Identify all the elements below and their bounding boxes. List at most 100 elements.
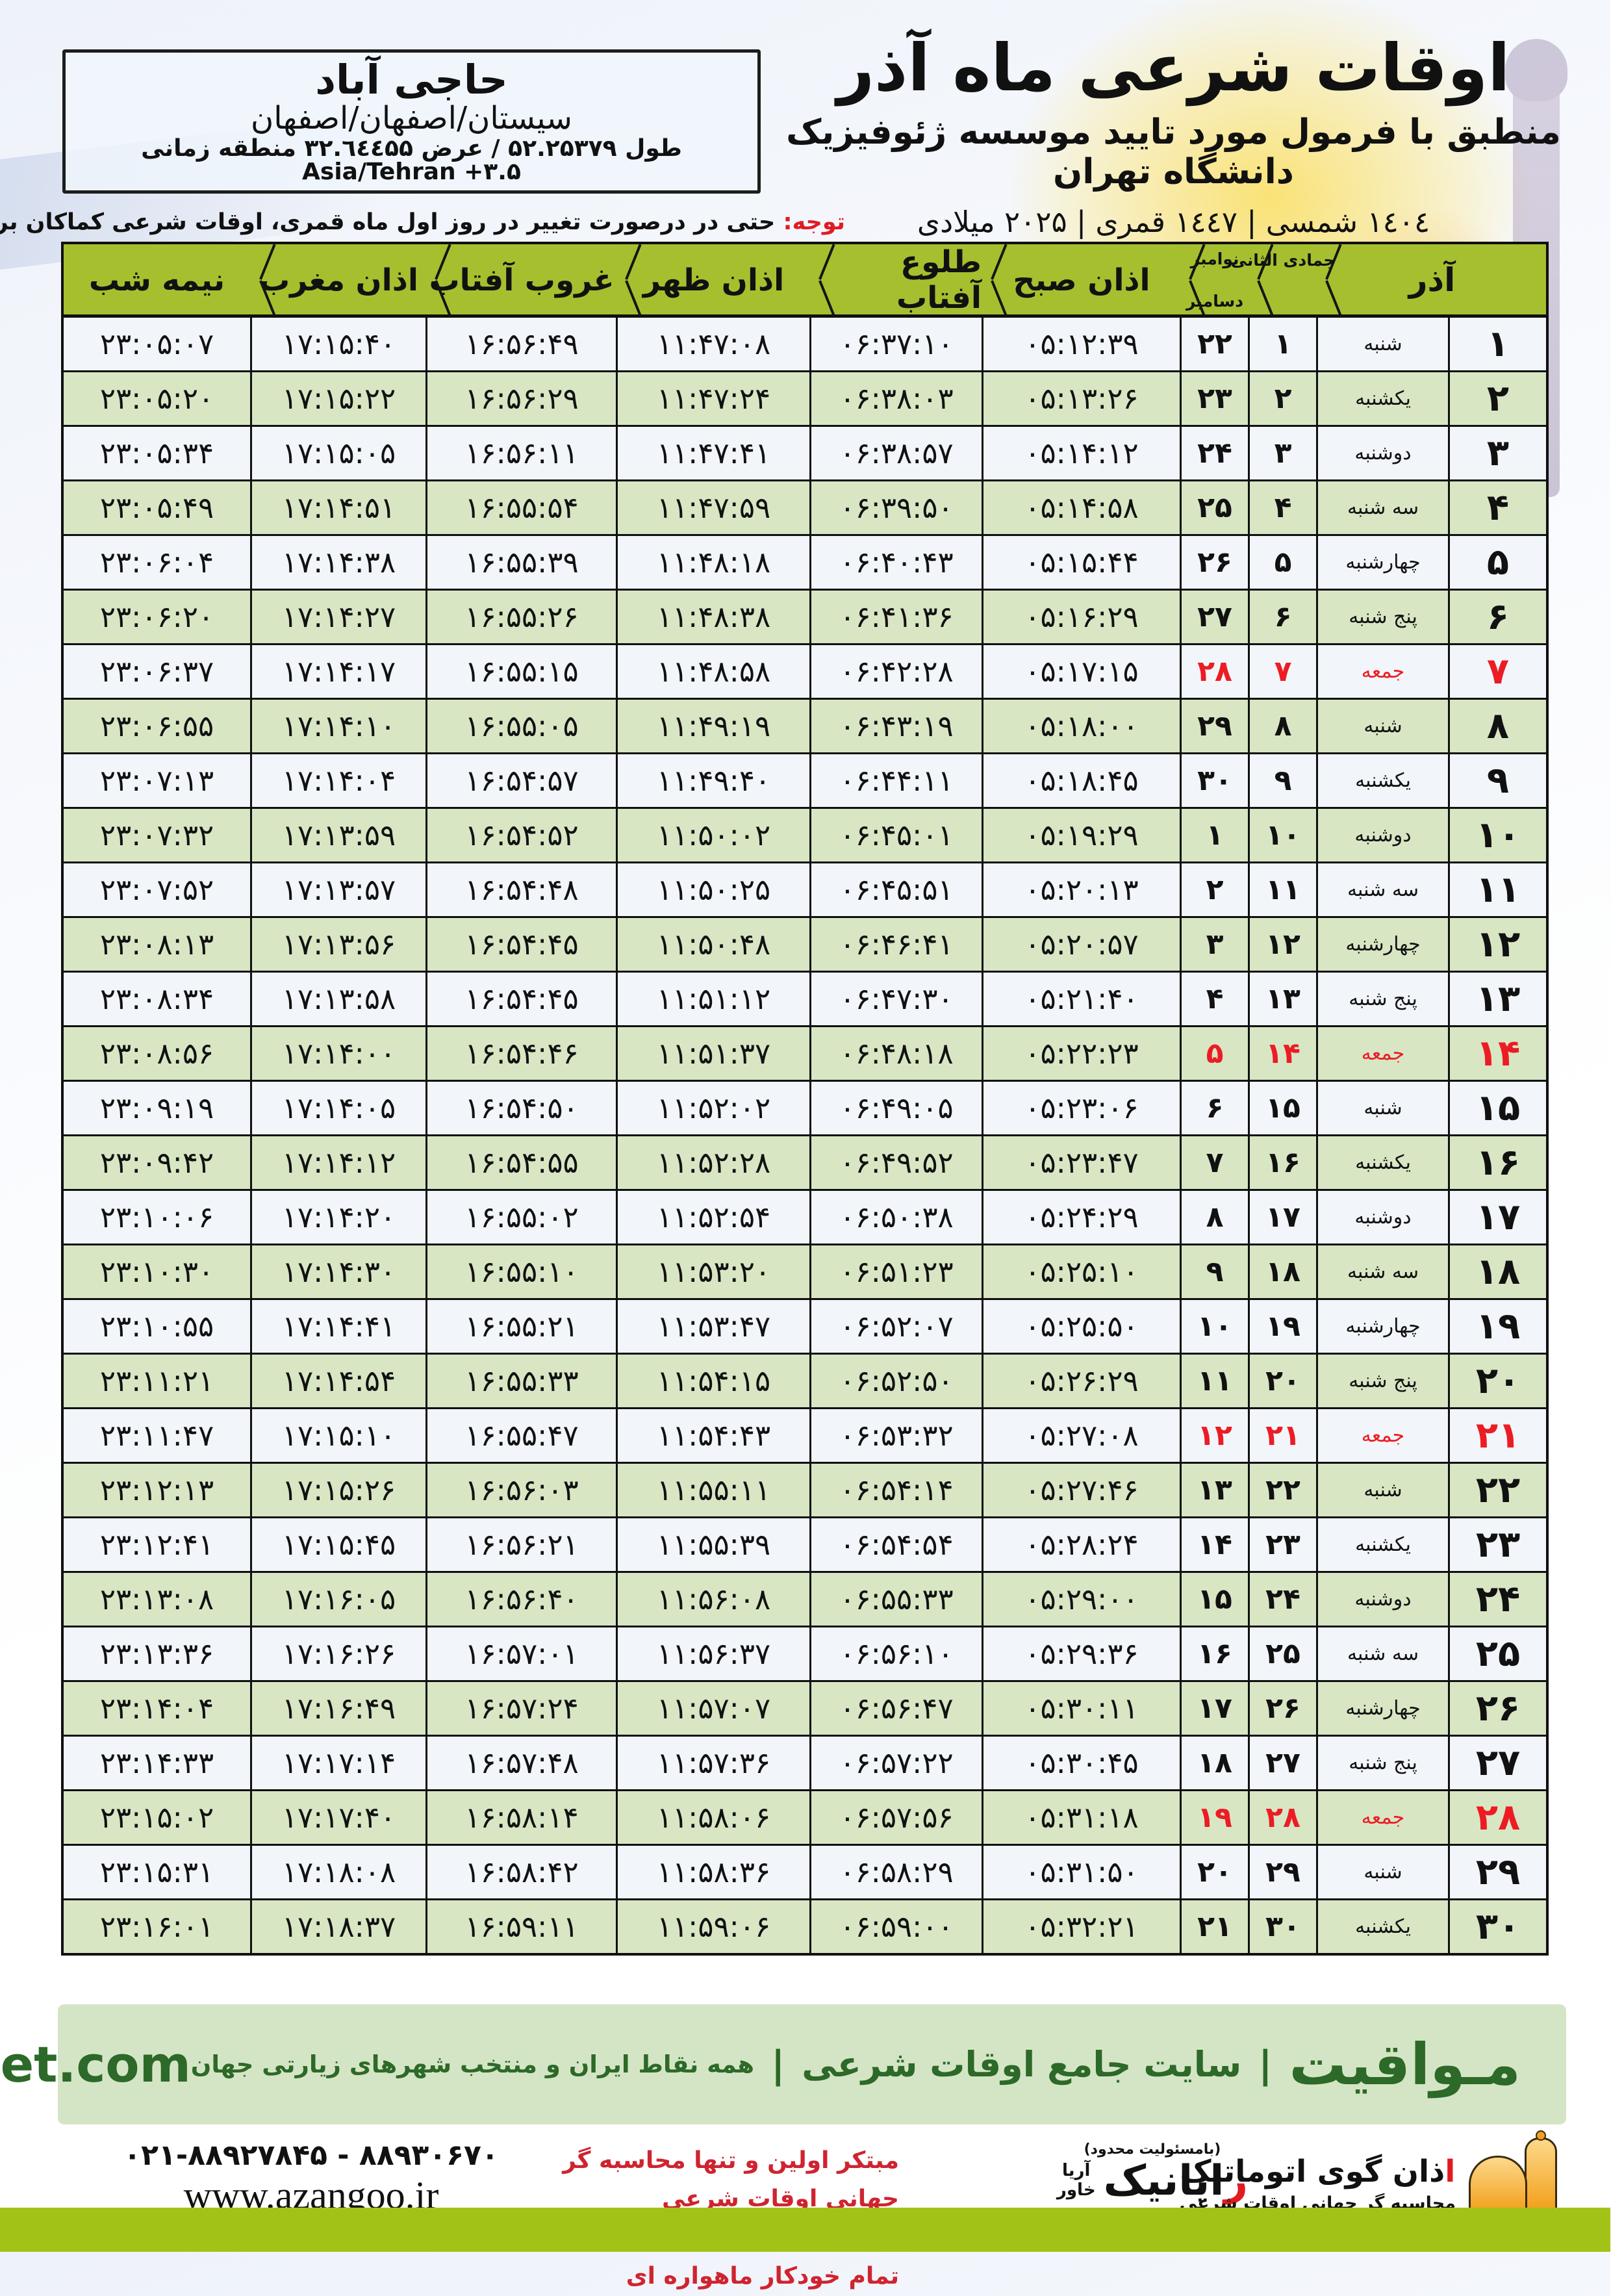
table-row: ۷ جمعه ۷ ۲۸ ۰۵:۱۷:۱۵ ۰۶:۴۲:۲۸ ۱۱:۴۸:۵۸ ۱۶:۵۵:۱۵… <box>64 645 1547 698</box>
notice-line: توجه: حتی در درصورت تغییر در روز اول ماه… <box>0 209 846 235</box>
cell-greg: ۲۸ <box>1182 645 1249 698</box>
cell-greg: ۹ <box>1182 1245 1249 1298</box>
cell-nime: ۲۳:۱۴:۳۳ <box>64 1737 251 1789</box>
cell-greg: ۱۱ <box>1182 1355 1249 1407</box>
cell-maghreb: ۱۷:۱۴:۰۰ <box>253 1027 426 1080</box>
cell-maghreb: ۱۷:۱۴:۳۸ <box>253 536 426 589</box>
table-row: ۱۴ جمعه ۱۴ ۵ ۰۵:۲۲:۲۳ ۰۶:۴۸:۱۸ ۱۱:۵۱:۳۷ ۱۶:۵۴:۴… <box>64 1027 1547 1080</box>
cell-hijri: ۱۰ <box>1250 809 1317 861</box>
cell-greg: ۸ <box>1182 1191 1249 1244</box>
cell-sobh: ۰۵:۲۶:۲۹ <box>984 1355 1180 1407</box>
cell-weekday: چهارشنبه <box>1319 918 1449 971</box>
cell-azar: ۱۰ <box>1451 809 1547 861</box>
cell-tolu: ۰۶:۴۱:۳۶ <box>812 591 982 643</box>
cell-maghreb: ۱۷:۱۴:۱۰ <box>253 700 426 752</box>
calendar-years: ۱٤۰٤ شمسی | ۱٤٤۷ قمری | ۲۰۲۵ میلادی <box>917 205 1431 239</box>
cell-weekday: پنج شنبه <box>1319 973 1449 1025</box>
cell-azar: ۱۳ <box>1451 973 1547 1025</box>
table-row: ۹ یکشنبه ۹ ۳۰ ۰۵:۱۸:۴۵ ۰۶:۴۴:۱۱ ۱۱:۴۹:۴۰ ۱۶:۵۴:… <box>64 754 1547 807</box>
cell-maghreb: ۱۷:۱۴:۲۷ <box>253 591 426 643</box>
cell-greg: ۱۳ <box>1182 1464 1249 1516</box>
cell-tolu: ۰۶:۴۶:۴۱ <box>812 918 982 971</box>
timezone-label: Asia/Tehran +۳.۵ <box>303 158 522 185</box>
cell-azar: ۱۹ <box>1451 1300 1547 1353</box>
cell-azar: ۱۸ <box>1451 1245 1547 1298</box>
cell-zohr: ۱۱:۴۷:۵۹ <box>618 481 810 534</box>
cell-ghorub: ۱۶:۵۴:۴۵ <box>428 973 616 1025</box>
cell-hijri: ۷ <box>1250 645 1317 698</box>
cell-hijri: ۶ <box>1250 591 1317 643</box>
table-row: ۱ شنبه ۱ ۲۲ ۰۵:۱۲:۳۹ ۰۶:۳۷:۱۰ ۱۱:۴۷:۰۸ ۱۶:۵۶:۴۹… <box>64 318 1547 370</box>
cell-zohr: ۱۱:۴۸:۳۸ <box>618 591 810 643</box>
cell-ghorub: ۱۶:۵۴:۴۸ <box>428 863 616 916</box>
cell-hijri: ۱۴ <box>1250 1027 1317 1080</box>
header-december: دسامبر <box>1186 292 1245 311</box>
cell-nime: ۲۳:۱۲:۴۱ <box>64 1518 251 1571</box>
cell-maghreb: ۱۷:۱۷:۴۰ <box>253 1791 426 1844</box>
cell-ghorub: ۱۶:۵۴:۵۲ <box>428 809 616 861</box>
cell-ghorub: ۱۶:۵۷:۲۴ <box>428 1682 616 1735</box>
cell-azar: ۵ <box>1451 536 1547 589</box>
table-row: ۲۱ جمعه ۲۱ ۱۲ ۰۵:۲۷:۰۸ ۰۶:۵۳:۳۲ ۱۱:۵۴:۴۳ ۱۶:۵۵:… <box>64 1409 1547 1462</box>
cell-tolu: ۰۶:۴۰:۴۳ <box>812 536 982 589</box>
cell-azar: ۲۸ <box>1451 1791 1547 1844</box>
cell-azar: ۱۴ <box>1451 1027 1547 1080</box>
contact-block: ۰۲۱-۸۸۹۲۷۸۴۵ - ۸۸۹۳۰۶۷۰ www.azangoo.ir <box>84 2139 539 2218</box>
cell-weekday: پنج شنبه <box>1319 1355 1449 1407</box>
cell-zohr: ۱۱:۴۷:۴۱ <box>618 427 810 479</box>
table-row: ۲۵ سه شنبه ۲۵ ۱۶ ۰۵:۲۹:۳۶ ۰۶:۵۶:۱۰ ۱۱:۵۶:۳۷ ۱۶:… <box>64 1627 1547 1680</box>
cell-maghreb: ۱۷:۱۵:۲۶ <box>253 1464 426 1516</box>
table-row: ۱۷ دوشنبه ۱۷ ۸ ۰۵:۲۴:۲۹ ۰۶:۵۰:۳۸ ۱۱:۵۲:۵۴ ۱۶:۵۵… <box>64 1191 1547 1244</box>
tagline-line1: مبتکر اولین و تنها محاسبه گر جهانی اوقات… <box>563 2147 900 2213</box>
cell-azar: ۲۹ <box>1451 1846 1547 1898</box>
cell-sobh: ۰۵:۳۱:۱۸ <box>984 1791 1180 1844</box>
cell-tolu: ۰۶:۴۴:۱۱ <box>812 754 982 807</box>
cell-sobh: ۰۵:۱۹:۲۹ <box>984 809 1180 861</box>
table-row: ۲۹ شنبه ۲۹ ۲۰ ۰۵:۳۱:۵۰ ۰۶:۵۸:۲۹ ۱۱:۵۸:۳۶ ۱۶:۵۸:… <box>64 1846 1547 1898</box>
cell-zohr: ۱۱:۴۸:۱۸ <box>618 536 810 589</box>
phone-numbers: ۰۲۱-۸۸۹۲۷۸۴۵ - ۸۸۹۳۰۶۷۰ <box>124 2139 500 2172</box>
cell-nime: ۲۳:۱۳:۳۶ <box>64 1627 251 1680</box>
cell-sobh: ۰۵:۲۰:۱۳ <box>984 863 1180 916</box>
table-row: ۶ پنج شنبه ۶ ۲۷ ۰۵:۱۶:۲۹ ۰۶:۴۱:۳۶ ۱۱:۴۸:۳۸ ۱۶:۵… <box>64 591 1547 643</box>
cell-tolu: ۰۶:۵۵:۳۳ <box>812 1573 982 1626</box>
cell-sobh: ۰۵:۳۲:۲۱ <box>984 1900 1180 1953</box>
cell-tolu: ۰۶:۵۴:۱۴ <box>812 1464 982 1516</box>
cell-ghorub: ۱۶:۵۵:۲۶ <box>428 591 616 643</box>
cell-greg: ۳ <box>1182 918 1249 971</box>
cell-tolu: ۰۶:۴۷:۳۰ <box>812 973 982 1025</box>
cell-greg: ۶ <box>1182 1082 1249 1134</box>
cell-tolu: ۰۶:۴۳:۱۹ <box>812 700 982 752</box>
cell-nime: ۲۳:۰۵:۲۰ <box>64 372 251 425</box>
mavaqeet-brand: مـواقیت <box>1289 2031 1521 2098</box>
cell-nime: ۲۳:۰۶:۲۰ <box>64 591 251 643</box>
cell-weekday: یکشنبه <box>1319 372 1449 425</box>
header-midnight: نیمه شب <box>89 262 226 298</box>
cell-zohr: ۱۱:۵۲:۰۲ <box>618 1082 810 1134</box>
cell-sobh: ۰۵:۲۵:۱۰ <box>984 1245 1180 1298</box>
cell-ghorub: ۱۶:۵۷:۴۸ <box>428 1737 616 1789</box>
cell-weekday: جمعه <box>1319 645 1449 698</box>
cell-nime: ۲۳:۰۷:۱۳ <box>64 754 251 807</box>
table-row: ۲۸ جمعه ۲۸ ۱۹ ۰۵:۳۱:۱۸ ۰۶:۵۷:۵۶ ۱۱:۵۸:۰۶ ۱۶:۵۸:… <box>64 1791 1547 1844</box>
mavaqeet-domain-link[interactable]: mavaqeet.com <box>0 2035 192 2093</box>
cell-ghorub: ۱۶:۵۵:۵۴ <box>428 481 616 534</box>
city-name: حاجی آباد <box>316 55 509 103</box>
cell-greg: ۳۰ <box>1182 754 1249 807</box>
cell-hijri: ۲۶ <box>1250 1682 1317 1735</box>
cell-zohr: ۱۱:۴۷:۰۸ <box>618 318 810 370</box>
cell-ghorub: ۱۶:۵۵:۰۲ <box>428 1191 616 1244</box>
separator-bar: | <box>772 2042 786 2087</box>
cell-sobh: ۰۵:۲۷:۴۶ <box>984 1464 1180 1516</box>
cell-azar: ۲۶ <box>1451 1682 1547 1735</box>
page-subtitle: منطبق با فرمول مورد تایید موسسه ژئوفیزیک… <box>787 112 1562 192</box>
azangoo-wordmark: اذان گوی اتوماتیک <box>1180 2154 1456 2189</box>
cell-maghreb: ۱۷:۱۵:۴۵ <box>253 1518 426 1571</box>
cell-nime: ۲۳:۰۹:۱۹ <box>64 1082 251 1134</box>
table-row: ۱۳ پنج شنبه ۱۳ ۴ ۰۵:۲۱:۴۰ ۰۶:۴۷:۳۰ ۱۱:۵۱:۱۲ ۱۶:… <box>64 973 1547 1025</box>
cell-nime: ۲۳:۰۵:۰۷ <box>64 318 251 370</box>
table-row: ۱۶ یکشنبه ۱۶ ۷ ۰۵:۲۳:۴۷ ۰۶:۴۹:۵۲ ۱۱:۵۲:۲۸ ۱۶:۵۴… <box>64 1136 1547 1189</box>
cell-greg: ۲۹ <box>1182 700 1249 752</box>
cell-maghreb: ۱۷:۱۳:۵۸ <box>253 973 426 1025</box>
cell-nime: ۲۳:۱۴:۰۴ <box>64 1682 251 1735</box>
